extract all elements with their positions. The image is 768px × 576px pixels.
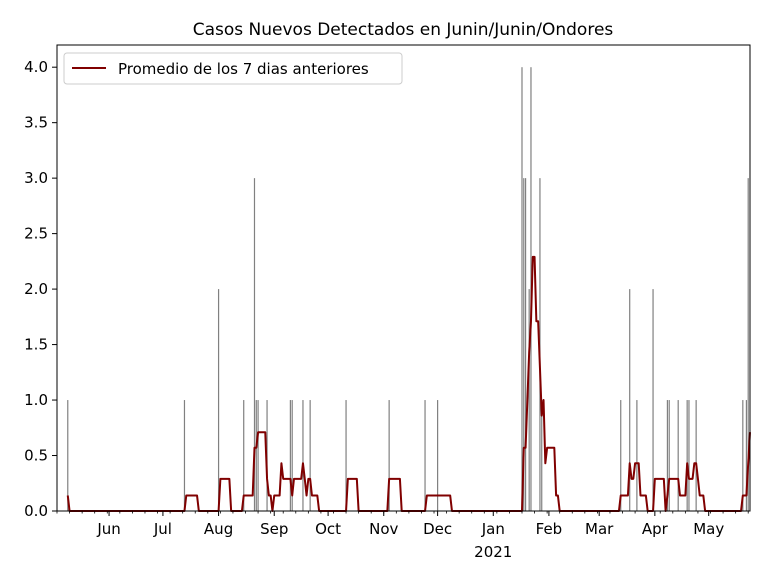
bar — [541, 400, 543, 511]
bar — [666, 400, 669, 511]
bar — [745, 400, 748, 511]
x-tick-label: Dec — [423, 520, 452, 538]
bar — [620, 400, 622, 511]
y-tick-label: 0.5 — [24, 447, 48, 465]
y-axis: 0.0 0.5 1.0 1.5 2.0 2.5 3.0 3.5 4.0 — [24, 58, 57, 520]
bar — [253, 178, 256, 511]
y-tick-label: 2.5 — [24, 225, 48, 243]
x-tick-label: Oct — [315, 520, 341, 538]
y-tick-label: 3.0 — [24, 169, 48, 187]
x-tick-label: Jan — [481, 520, 505, 538]
x-tick-label: Mar — [585, 520, 614, 538]
bar — [243, 400, 245, 511]
bar — [217, 289, 220, 511]
bar — [345, 400, 347, 511]
bar — [523, 178, 525, 511]
x-tick-label: Feb — [536, 520, 563, 538]
y-tick-label: 3.5 — [24, 114, 48, 132]
average-line-layer — [66, 255, 751, 512]
bar — [695, 400, 697, 511]
bar — [742, 400, 744, 511]
bar — [652, 289, 654, 511]
bar — [636, 400, 638, 511]
bar — [255, 400, 257, 511]
x-tick-label: Jul — [153, 520, 172, 538]
y-tick-label: 2.0 — [24, 280, 48, 298]
bar — [747, 178, 749, 511]
bar — [437, 400, 439, 511]
bar — [309, 400, 311, 511]
bar — [424, 400, 426, 511]
bar — [629, 289, 631, 511]
x-axis: Jun Jul Aug Sep Oct Nov Dec Jan 2021 Feb Mar Apr May — [56, 511, 749, 561]
bar — [521, 67, 523, 511]
bar — [528, 289, 530, 511]
legend-label: Promedio de los 7 dias anteriores — [118, 60, 369, 78]
y-tick-label: 1.0 — [24, 391, 48, 409]
series-line-average — [66, 255, 751, 512]
x-tick-label: Apr — [642, 520, 669, 538]
x-tick-label: Sep — [260, 520, 288, 538]
y-tick-label: 1.5 — [24, 336, 48, 354]
x-tick-label: Jun — [96, 520, 120, 538]
bar — [302, 400, 304, 511]
x-tick-label: May — [693, 520, 724, 538]
bar — [289, 400, 291, 511]
chart-title: Casos Nuevos Detectados en Junin/Junin/O… — [193, 20, 614, 40]
bar — [183, 400, 186, 511]
x-tick-label: Aug — [204, 520, 233, 538]
bar — [668, 400, 670, 511]
x-tick-label: Nov — [369, 520, 398, 538]
bar — [686, 400, 688, 511]
bar — [677, 400, 679, 511]
legend-box — [63, 52, 403, 85]
bar — [524, 178, 527, 511]
legend: Promedio de los 7 dias anteriores — [63, 52, 403, 85]
y-tick-label: 4.0 — [24, 58, 48, 76]
plot-frame — [56, 44, 751, 512]
x-tick-sublabel: 2021 — [474, 543, 512, 561]
plot-area — [57, 45, 750, 511]
y-tick-label: 0.0 — [24, 502, 48, 520]
bar — [67, 400, 69, 511]
bar — [291, 400, 293, 511]
bar — [257, 400, 259, 511]
bar — [388, 400, 390, 511]
bar — [688, 400, 690, 511]
